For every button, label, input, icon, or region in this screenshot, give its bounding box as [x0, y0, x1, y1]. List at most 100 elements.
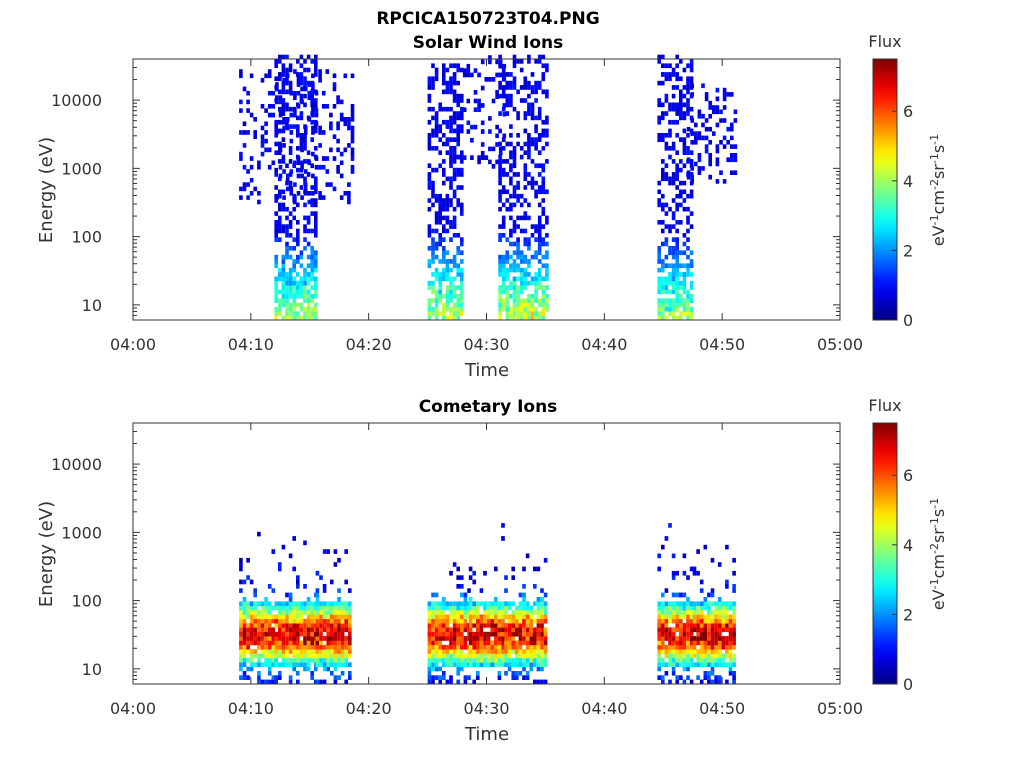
heatmap-cell — [504, 614, 508, 620]
heatmap-cell — [438, 644, 442, 650]
heatmap-cell — [306, 272, 311, 277]
heatmap-cell — [434, 657, 439, 663]
heatmap-cell — [519, 154, 524, 160]
heatmap-cell — [303, 623, 307, 628]
heatmap-cell — [264, 618, 268, 624]
heatmap-cell — [427, 163, 432, 169]
heatmap-cell — [460, 605, 464, 611]
heatmap-cell — [330, 640, 334, 646]
heatmap-cell — [314, 180, 318, 186]
heatmap-cell — [257, 191, 261, 196]
heatmap-cell — [525, 553, 530, 559]
heatmap-cell — [452, 89, 457, 95]
heatmap-cell — [529, 644, 533, 650]
heatmap-cell — [449, 675, 453, 680]
heatmap-cell — [679, 280, 683, 286]
heatmap-cell — [445, 80, 450, 86]
heatmap-cell — [438, 198, 442, 203]
heatmap-cell — [537, 272, 542, 277]
heatmap-cell — [509, 315, 513, 321]
heatmap-cell — [288, 553, 293, 559]
heatmap-cell — [519, 146, 524, 151]
heatmap-cell — [442, 675, 446, 680]
heatmap-cell — [452, 154, 457, 160]
heatmap-cell — [679, 59, 683, 64]
heatmap-cell — [278, 631, 282, 637]
heatmap-cell — [281, 649, 286, 654]
heatmap-cell — [483, 636, 487, 641]
heatmap-cell — [696, 636, 700, 641]
heatmap-cell — [299, 285, 304, 290]
colorbar-unit: eV-1cm-2sr-1s-1 — [928, 498, 948, 610]
heatmap-cell — [281, 228, 286, 234]
heatmap-cell — [333, 649, 338, 654]
heatmap-cell — [285, 636, 289, 641]
heatmap-cell — [337, 649, 341, 654]
heatmap-cell — [483, 631, 487, 637]
heatmap-cell — [470, 137, 474, 143]
heatmap-cell — [661, 206, 665, 212]
heatmap-cell — [717, 618, 722, 624]
heatmap-cell — [296, 233, 300, 238]
heatmap-cell — [278, 150, 282, 155]
heatmap-cell — [246, 644, 250, 650]
heatmap-cell — [686, 206, 690, 212]
heatmap-cell — [325, 69, 330, 74]
heatmap-cell — [476, 662, 480, 667]
heatmap-cell — [285, 298, 289, 303]
heatmap-cell — [434, 115, 439, 121]
heatmap-cell — [288, 640, 293, 646]
heatmap-cell — [699, 605, 704, 611]
heatmap-cell — [239, 601, 243, 607]
heatmap-cell — [332, 86, 337, 92]
heatmap-cell — [249, 640, 254, 646]
heatmap-cell — [468, 601, 473, 607]
heatmap-cell — [545, 141, 549, 147]
heatmap-cell — [314, 106, 318, 112]
heatmap-cell — [438, 636, 442, 641]
heatmap-cell — [348, 614, 352, 620]
heatmap-cell — [668, 180, 672, 186]
heatmap-cell — [682, 623, 687, 628]
heatmap-cell — [456, 653, 460, 659]
heatmap-cell — [306, 311, 311, 316]
heatmap-cell — [657, 315, 661, 321]
heatmap-cell — [696, 649, 700, 654]
heatmap-cell — [274, 76, 278, 82]
heatmap-cell — [721, 653, 726, 659]
heatmap-cell — [285, 119, 289, 125]
heatmap-cell — [537, 233, 542, 238]
heatmap-cell — [497, 605, 502, 611]
heatmap-cell — [431, 298, 435, 303]
heatmap-cell — [427, 306, 432, 312]
heatmap-cell — [501, 106, 506, 112]
heatmap-cell — [714, 675, 718, 680]
heatmap-cell — [456, 636, 460, 641]
heatmap-cell — [288, 276, 293, 282]
heatmap-cell — [348, 623, 352, 628]
heatmap-cell — [452, 640, 457, 646]
heatmap-cell — [431, 259, 435, 264]
heatmap-cell — [278, 627, 282, 633]
heatmap-cell — [498, 59, 503, 65]
heatmap-cell — [668, 298, 672, 303]
heatmap-cell — [431, 193, 435, 199]
heatmap-cell — [675, 206, 679, 212]
heatmap-cell — [675, 246, 679, 251]
heatmap-cell — [246, 657, 250, 663]
heatmap-cell — [434, 254, 439, 260]
heatmap-cell — [310, 276, 314, 282]
heatmap-cell — [306, 614, 311, 620]
heatmap-cell — [249, 618, 254, 624]
heatmap-cell — [315, 636, 320, 641]
heatmap-cell — [689, 601, 694, 607]
heatmap-cell — [260, 679, 265, 685]
heatmap-cell — [427, 610, 432, 615]
heatmap-cell — [310, 311, 314, 316]
heatmap-cell — [303, 224, 307, 229]
y-tick-label: 1000 — [61, 159, 102, 178]
heatmap-cell — [545, 89, 549, 95]
heatmap-cell — [332, 156, 337, 161]
heatmap-cell — [490, 614, 494, 620]
heatmap-cell — [537, 267, 542, 273]
